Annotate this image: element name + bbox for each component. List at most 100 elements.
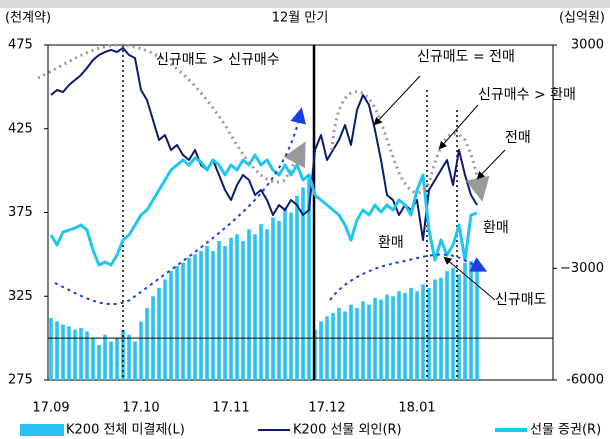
bar — [325, 316, 329, 380]
bar — [361, 301, 365, 380]
bar — [307, 179, 311, 380]
annotation: 신규매도 > 신규매수 — [156, 52, 280, 68]
bar — [79, 328, 83, 380]
bar — [49, 318, 53, 380]
bar — [343, 311, 347, 380]
bar — [379, 299, 383, 380]
bar — [409, 287, 413, 380]
pointer — [373, 75, 421, 126]
y-tick-label: 375 — [8, 205, 33, 220]
y-tick-label: 475 — [8, 38, 33, 53]
bar — [331, 313, 335, 380]
bar — [157, 287, 161, 380]
annotation: 신규매도 — [495, 292, 547, 308]
legend-label: 선물 증권(R) — [530, 423, 601, 438]
annotation: 신규매도 = 전매 — [417, 49, 515, 65]
bar — [445, 271, 449, 380]
trend-arrow — [54, 107, 307, 305]
bar — [199, 251, 203, 380]
bar — [397, 291, 401, 380]
bar — [469, 261, 473, 380]
bar — [145, 307, 149, 380]
bar — [127, 334, 131, 380]
pointer — [443, 256, 496, 301]
trend-arrow — [329, 253, 488, 301]
x-tick-label: 17.12 — [308, 401, 345, 416]
bar — [451, 267, 455, 380]
bar — [55, 321, 59, 380]
bar — [115, 338, 119, 380]
bar — [439, 277, 443, 380]
bar — [337, 307, 341, 380]
bar — [175, 266, 179, 380]
bar — [355, 307, 359, 380]
bar — [223, 246, 227, 380]
bar — [193, 254, 197, 380]
bar — [133, 341, 137, 380]
bar — [475, 259, 479, 380]
bar — [265, 229, 269, 380]
line — [49, 153, 478, 267]
bar — [457, 274, 461, 380]
bar — [121, 329, 125, 380]
bar — [241, 240, 245, 380]
bar — [169, 271, 173, 380]
bar — [277, 220, 281, 380]
x-tick-label: 17.09 — [32, 401, 69, 416]
bar — [283, 207, 287, 380]
annotation: 환매 — [483, 220, 509, 236]
legend-label: K200 선물 외인(R) — [293, 423, 402, 438]
bar — [91, 338, 95, 380]
y-tick-label: 275 — [8, 373, 33, 388]
bar — [103, 334, 107, 380]
y2-label: (십억원) — [559, 11, 605, 26]
bar — [433, 279, 437, 380]
bar — [211, 251, 215, 380]
bar — [253, 234, 257, 380]
x-tick-label: 17.11 — [212, 401, 249, 416]
pointer — [438, 104, 479, 150]
bar — [163, 279, 167, 380]
bar — [427, 287, 431, 380]
bar — [373, 297, 377, 380]
bar — [385, 294, 389, 380]
bar — [139, 321, 143, 380]
y-tick-label: 425 — [8, 121, 33, 136]
y-tick-label: 325 — [8, 289, 33, 304]
x-tick-label: 18.01 — [398, 401, 435, 416]
bar — [85, 331, 89, 380]
bar — [301, 187, 305, 380]
bar — [205, 246, 209, 380]
bar — [109, 341, 113, 380]
bar — [403, 292, 407, 380]
top-band — [0, 0, 610, 8]
bar — [229, 237, 233, 380]
bar — [235, 234, 239, 380]
annotation: 신규매수 > 환매 — [478, 87, 576, 103]
bar — [295, 195, 299, 380]
top-label: 12월 만기 — [272, 11, 329, 26]
y2-tick-label: −3000 — [560, 261, 604, 276]
bar — [67, 326, 71, 380]
annotation: 전매 — [505, 130, 531, 146]
y2-tick-label: 3000 — [571, 38, 604, 53]
pointer — [476, 149, 506, 180]
bar — [415, 291, 419, 380]
bar — [367, 304, 371, 380]
bar — [61, 324, 65, 380]
bar — [73, 329, 77, 380]
y-label: (천계약) — [5, 11, 51, 26]
bar — [217, 240, 221, 380]
bar — [187, 257, 191, 380]
x-tick-label: 17.10 — [122, 401, 159, 416]
bar — [97, 344, 101, 380]
trend-arrow — [37, 43, 306, 184]
annotation: 환매 — [378, 235, 404, 251]
bar — [259, 224, 263, 380]
bar — [319, 321, 323, 380]
trend-arrow — [330, 90, 490, 202]
bar — [247, 229, 251, 380]
bar — [289, 212, 293, 380]
bar — [349, 304, 353, 380]
